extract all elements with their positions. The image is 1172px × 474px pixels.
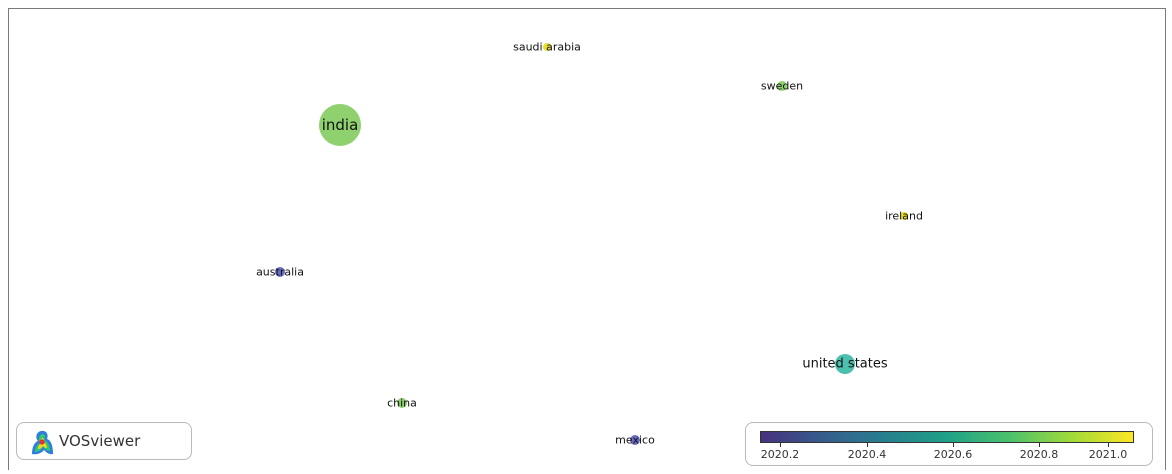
node-australia[interactable] (275, 267, 285, 277)
legend-tick-mark (1108, 443, 1109, 447)
legend-tick-mark (780, 443, 781, 447)
node-label-mexico[interactable]: mexico (615, 433, 655, 447)
legend-tick-label: 2020.6 (933, 448, 973, 461)
node-sweden[interactable] (777, 81, 787, 91)
node-label-india[interactable]: india (321, 116, 359, 134)
node-label-saudi-arabia[interactable]: saudi arabia (513, 40, 581, 54)
node-china[interactable] (397, 398, 407, 408)
color-scale-legend: 2020.2 2020.4 2020.6 2020.8 2021.0 (745, 422, 1153, 466)
node-label-united-states[interactable]: united states (802, 356, 888, 372)
legend-tick-label: 2020.4 (847, 448, 887, 461)
node-ireland[interactable] (900, 212, 908, 220)
legend-tick-mark (1039, 443, 1040, 447)
node-label-china[interactable]: china (387, 396, 417, 410)
node-mexico[interactable] (630, 435, 640, 445)
legend-tick-label: 2020.8 (1019, 448, 1059, 461)
legend-tick-label: 2021.0 (1088, 448, 1128, 461)
node-label-australia[interactable]: australia (256, 265, 304, 279)
node-united-states[interactable] (835, 354, 855, 374)
vosviewer-logo-icon (32, 430, 53, 455)
legend-tick-label: 2020.2 (760, 448, 800, 461)
node-saudi-arabia[interactable] (543, 43, 551, 51)
vosviewer-badge: VOSviewer (16, 422, 192, 460)
node-label-ireland[interactable]: ireland (885, 209, 923, 223)
legend-tick-mark (953, 443, 954, 447)
color-scale-bar (760, 431, 1134, 443)
node-india[interactable] (319, 104, 361, 146)
vosviewer-brand-name: VOSviewer (59, 432, 141, 450)
node-label-sweden[interactable]: sweden (760, 79, 804, 93)
network-canvas[interactable]: india saudi arabia sweden ireland australia u… (8, 8, 1166, 470)
legend-tick-mark (867, 443, 868, 447)
